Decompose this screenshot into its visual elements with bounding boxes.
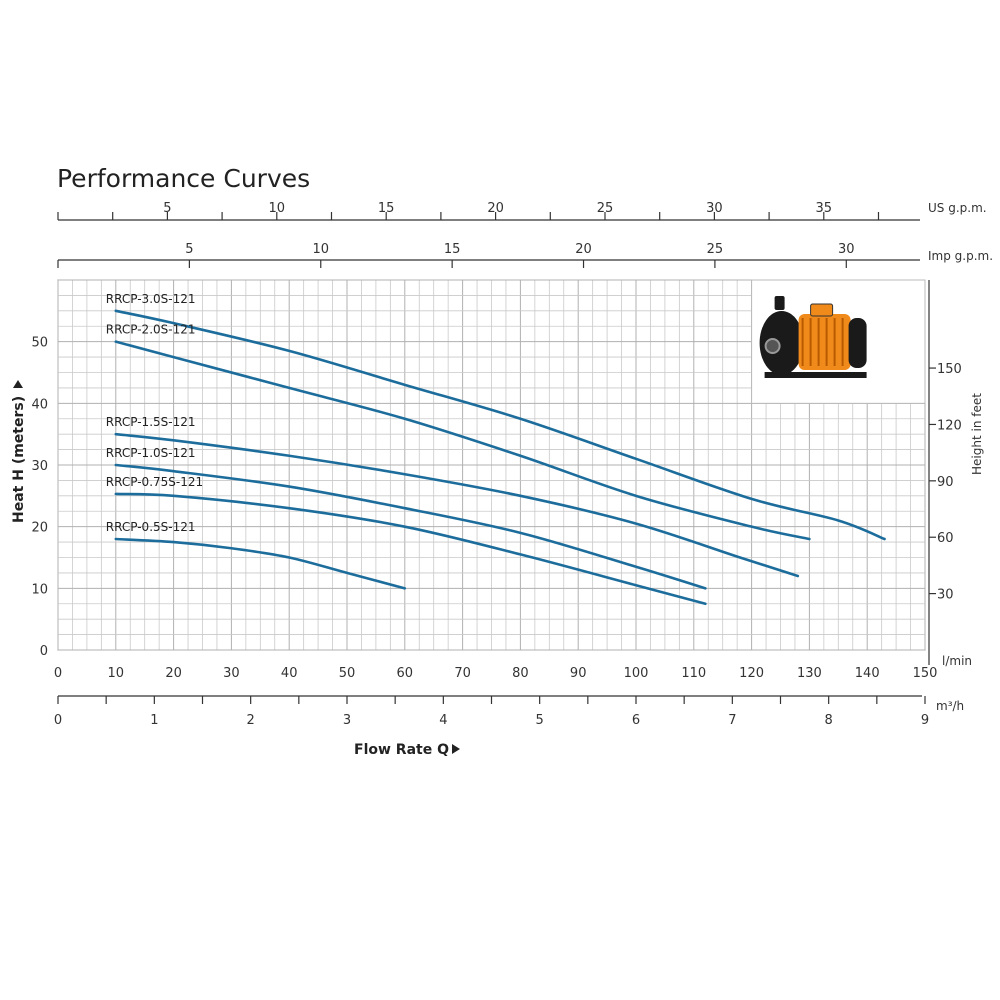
us-gpm-tick-label: 20 xyxy=(487,201,504,216)
series-label-4: RRCP-0.75S-121 xyxy=(106,475,203,489)
m3h-tick-label: 1 xyxy=(150,713,158,728)
x-tick-label: 80 xyxy=(512,666,529,681)
us-gpm-tick-label: 30 xyxy=(706,201,723,216)
x-tick-label: 100 xyxy=(624,666,649,681)
m3h-tick-label: 8 xyxy=(825,713,833,728)
x-tick-label: 70 xyxy=(454,666,471,681)
y2-tick-label: 60 xyxy=(937,531,954,546)
x-tick-label: 10 xyxy=(108,666,125,681)
x-unit-label: l/min xyxy=(942,654,972,668)
m3h-tick-label: 5 xyxy=(536,713,544,728)
terminal-box xyxy=(810,303,834,317)
imp-gpm-tick-label: 20 xyxy=(575,242,592,257)
us-gpm-tick-label: 10 xyxy=(269,201,286,216)
m3h-tick-label: 0 xyxy=(54,713,62,728)
x-tick-label: 120 xyxy=(739,666,764,681)
pump-inlet xyxy=(764,338,781,354)
x-tick-label: 30 xyxy=(223,666,240,681)
imp-gpm-tick-label: 15 xyxy=(444,242,461,257)
us-gpm-unit: US g.p.m. xyxy=(928,201,987,215)
pump-base xyxy=(764,372,867,378)
y-tick-label: 10 xyxy=(31,582,48,597)
series-curve-2 xyxy=(114,432,800,578)
m3h-tick-label: 3 xyxy=(343,713,351,728)
x-tick-label: 110 xyxy=(681,666,706,681)
y-axis-label: Heat H (meters) xyxy=(11,396,27,523)
imp-gpm-tick-label: 30 xyxy=(838,242,855,257)
m3h-tick-label: 4 xyxy=(439,713,447,728)
us-gpm-tick-label: 5 xyxy=(163,201,171,216)
motor-endcap xyxy=(848,318,867,368)
series-curve-3 xyxy=(114,463,707,590)
m3h-tick-label: 7 xyxy=(728,713,736,728)
top-axes: US g.p.m. Imp g.p.m. 5 10 15 20 25 30 35 5 10 15 20 2… xyxy=(57,201,993,268)
x-tick-label: 0 xyxy=(54,666,62,681)
y2-axis-label: Height in feet xyxy=(970,393,984,475)
y-tick-label: 0 xyxy=(40,644,48,659)
y-axis-arrow-icon xyxy=(13,380,23,388)
bottom-axes: 0 10 20 30 40 50 60 70 80 90 100 110 120 130 140 150l/m… xyxy=(54,654,972,728)
imp-gpm-unit: Imp g.p.m. xyxy=(928,249,993,263)
y-tick-label: 50 xyxy=(31,336,48,351)
imp-gpm-tick-label: 25 xyxy=(707,242,724,257)
y-axis-right: 30 60 90 120 150 xyxy=(928,280,962,665)
performance-curves: RRCP-3.0S-121 RRCP-2.0S-121 RRCP-1.5S-121 R… xyxy=(106,292,886,606)
y-tick-label: 20 xyxy=(31,521,48,536)
series-label-0: RRCP-3.0S-121 xyxy=(106,292,196,306)
m3h-tick-label: 2 xyxy=(247,713,255,728)
us-gpm-tick-label: 35 xyxy=(816,201,833,216)
series-label-2: RRCP-1.5S-121 xyxy=(106,415,196,429)
x-tick-label: 140 xyxy=(855,666,880,681)
series-label-1: RRCP-2.0S-121 xyxy=(106,323,196,337)
x-axis-arrow-icon xyxy=(452,744,460,754)
chart-title: Performance Curves xyxy=(57,164,310,193)
x-tick-label: 40 xyxy=(281,666,298,681)
series-curve-5 xyxy=(114,537,407,590)
us-gpm-tick-label: 25 xyxy=(597,201,614,216)
us-gpm-tick-label: 15 xyxy=(378,201,395,216)
x-axis-label: Flow Rate Q xyxy=(354,742,449,758)
y2-tick-label: 90 xyxy=(937,475,954,490)
y-axis-left: 0 10 20 30 40 50 xyxy=(31,336,48,659)
x-tick-label: 150 xyxy=(913,666,938,681)
m3h-tick-label: 6 xyxy=(632,713,640,728)
imp-gpm-tick-label: 10 xyxy=(312,242,329,257)
series-curve-4 xyxy=(114,492,707,606)
y-tick-label: 30 xyxy=(31,459,48,474)
x-tick-label: 50 xyxy=(339,666,356,681)
m3h-unit-label: m³/h xyxy=(936,699,964,713)
y2-tick-label: 120 xyxy=(937,418,962,433)
y-tick-label: 40 xyxy=(31,397,48,412)
imp-gpm-tick-label: 5 xyxy=(185,242,193,257)
x-tick-label: 60 xyxy=(397,666,414,681)
series-curve-1 xyxy=(114,340,811,541)
y2-tick-label: 30 xyxy=(937,588,954,603)
series-label-3: RRCP-1.0S-121 xyxy=(106,446,196,460)
x-tick-label: 20 xyxy=(165,666,182,681)
y2-tick-label: 150 xyxy=(937,362,962,377)
series-curve-0 xyxy=(114,309,886,541)
m3h-tick-label: 9 xyxy=(921,713,929,728)
pump-outlet xyxy=(774,296,785,310)
series-label-5: RRCP-0.5S-121 xyxy=(106,520,196,534)
pump-inset xyxy=(751,279,926,404)
pump-volute xyxy=(759,311,804,375)
pump-photo-icon xyxy=(759,296,867,378)
x-tick-label: 130 xyxy=(797,666,822,681)
x-tick-label: 90 xyxy=(570,666,587,681)
